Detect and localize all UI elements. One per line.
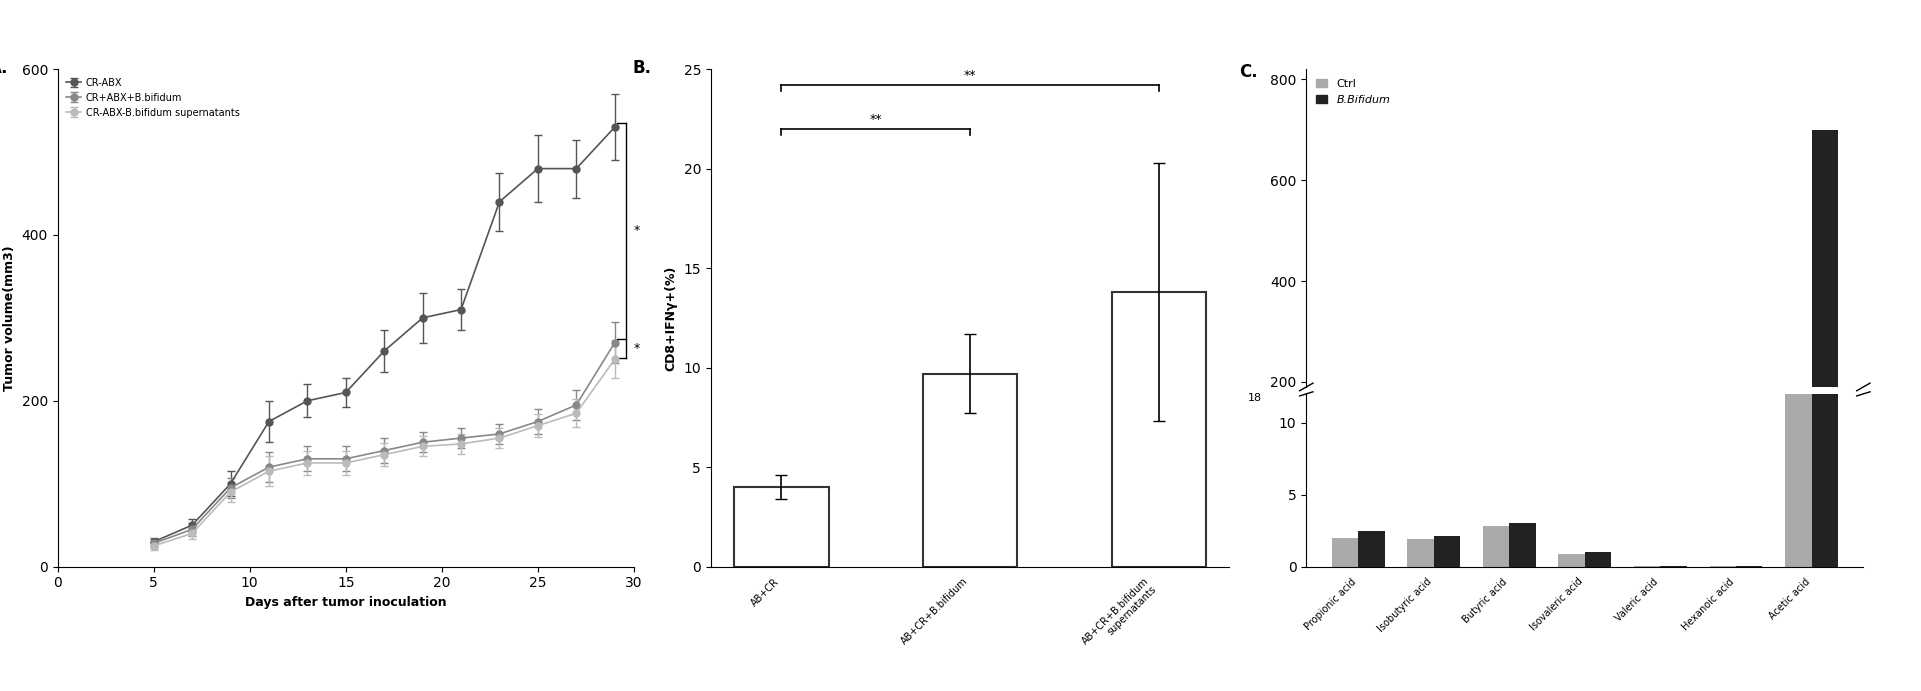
Bar bbox=[1358, 531, 1385, 567]
Bar bbox=[1785, 337, 1812, 567]
Bar bbox=[1660, 566, 1687, 567]
Bar bbox=[1433, 536, 1460, 567]
Bar bbox=[1408, 539, 1433, 567]
Bar bbox=[1510, 482, 1535, 483]
Text: *: * bbox=[634, 341, 640, 354]
Text: *: * bbox=[634, 225, 640, 237]
Text: C.: C. bbox=[1239, 63, 1258, 81]
Bar bbox=[734, 487, 828, 567]
Y-axis label: CD8+IFNγ+(%): CD8+IFNγ+(%) bbox=[665, 265, 678, 370]
Bar bbox=[1737, 566, 1762, 567]
Bar bbox=[1585, 552, 1612, 567]
Y-axis label: Tumor volume(mm3): Tumor volume(mm3) bbox=[4, 245, 15, 390]
Legend: Ctrl, B.Bifidum: Ctrl, B.Bifidum bbox=[1312, 75, 1395, 109]
Text: **: ** bbox=[870, 113, 882, 126]
Legend: CR-ABX, CR+ABX+B.bifidum, CR-ABX-B.bifidum supernatants: CR-ABX, CR+ABX+B.bifidum, CR-ABX-B.bifid… bbox=[63, 74, 244, 122]
Bar bbox=[922, 374, 1018, 567]
Bar bbox=[1635, 566, 1660, 567]
Bar bbox=[1812, 130, 1838, 483]
Bar bbox=[1510, 524, 1535, 567]
Bar bbox=[1483, 482, 1510, 483]
Bar bbox=[1331, 482, 1358, 483]
Bar bbox=[1483, 527, 1510, 567]
X-axis label: Days after tumor inoculation: Days after tumor inoculation bbox=[246, 596, 446, 609]
Bar bbox=[1785, 475, 1812, 483]
Text: 18: 18 bbox=[1247, 393, 1262, 404]
Bar bbox=[1433, 482, 1460, 483]
Bar bbox=[1331, 538, 1358, 567]
Bar bbox=[1710, 566, 1737, 567]
Bar bbox=[1112, 292, 1206, 567]
Bar bbox=[1358, 482, 1385, 483]
Text: A.: A. bbox=[0, 59, 8, 77]
Text: B.: B. bbox=[632, 59, 651, 77]
Text: **: ** bbox=[964, 69, 976, 82]
Bar bbox=[1812, 0, 1838, 567]
Bar bbox=[1408, 482, 1433, 483]
Bar bbox=[1558, 553, 1585, 567]
